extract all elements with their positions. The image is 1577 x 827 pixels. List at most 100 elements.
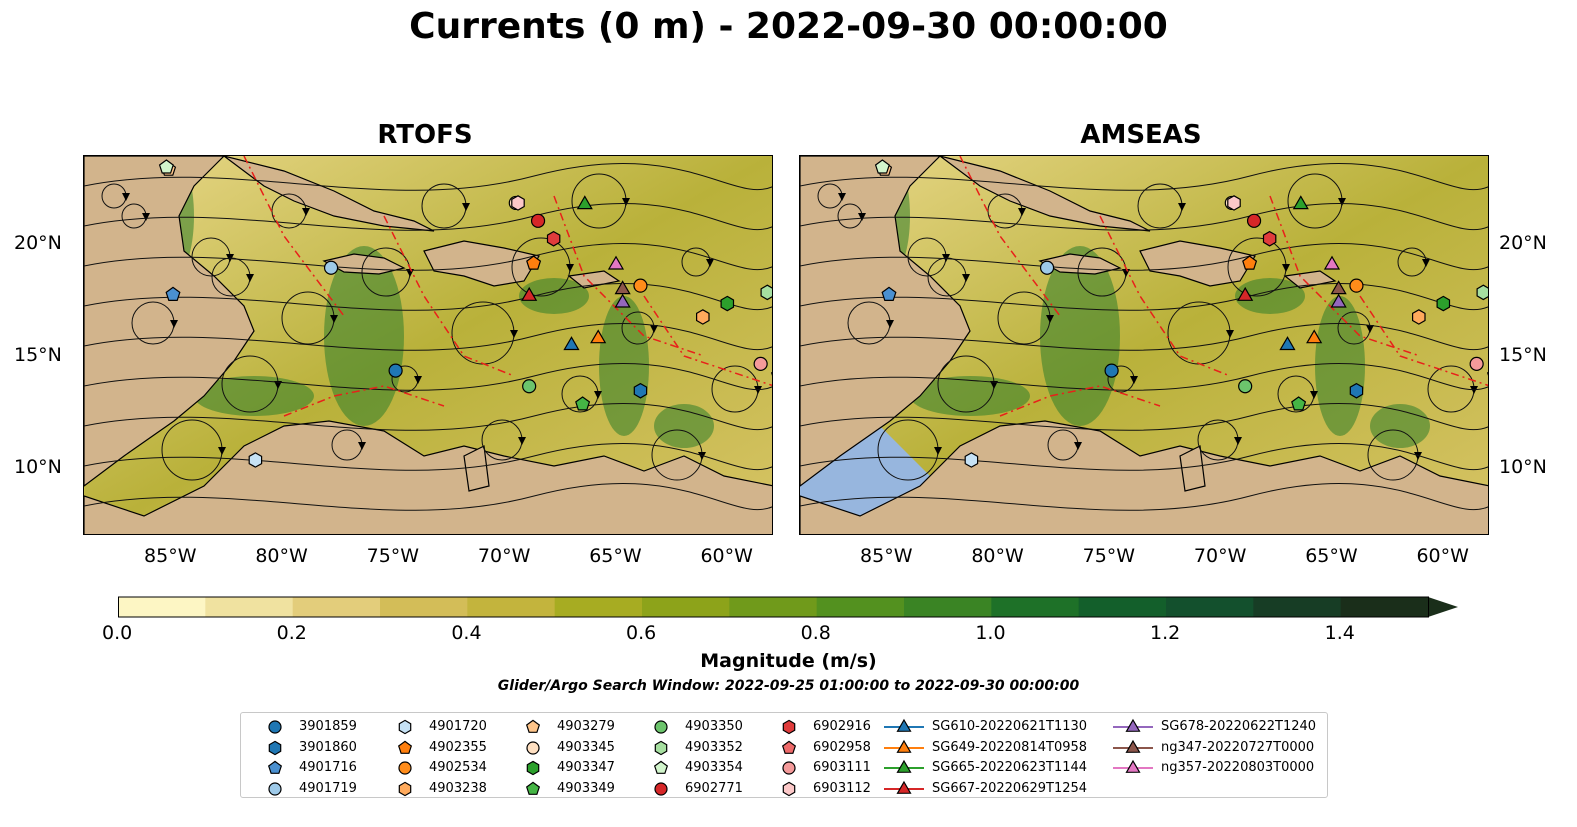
lon-tick-label: 65°W bbox=[589, 545, 642, 567]
legend-label: SG678-20220622T1240 bbox=[1161, 719, 1317, 734]
streamline-arrow bbox=[622, 198, 630, 206]
platform-marker bbox=[1242, 255, 1258, 270]
lat-tick-label-left: 20°N bbox=[14, 232, 62, 255]
streamline bbox=[84, 242, 772, 271]
platform-marker bbox=[1227, 195, 1241, 211]
land-mass bbox=[800, 420, 1488, 534]
platform-marker bbox=[522, 379, 537, 394]
platform-marker bbox=[1436, 295, 1451, 312]
platform-marker bbox=[546, 230, 561, 247]
panel-title-amseas: AMSEAS bbox=[1080, 120, 1202, 150]
streamline-arrow bbox=[934, 447, 942, 455]
lon-tick-label: 85°W bbox=[144, 545, 197, 567]
legend-marker-icon bbox=[268, 720, 282, 734]
legend-label: 4903279 bbox=[557, 719, 615, 734]
legend-label: SG610-20220621T1130 bbox=[932, 719, 1088, 734]
streamline-arrow bbox=[1310, 391, 1318, 399]
platform-marker bbox=[874, 159, 890, 174]
lon-tick-label: 80°W bbox=[255, 545, 308, 567]
legend-label: 6903111 bbox=[813, 760, 871, 775]
platform-marker bbox=[575, 396, 591, 411]
legend-label: 3901859 bbox=[299, 719, 357, 734]
legend-marker-icon bbox=[1113, 759, 1153, 773]
legend-marker-icon bbox=[267, 760, 283, 774]
platform-marker bbox=[158, 159, 174, 174]
streamline bbox=[84, 442, 772, 471]
colorbar-segment bbox=[1253, 597, 1342, 617]
streamline-arrow bbox=[218, 447, 226, 455]
streamline-arrow bbox=[594, 391, 602, 399]
platform-marker bbox=[165, 286, 181, 301]
legend-marker-icon bbox=[1113, 718, 1153, 732]
streamline bbox=[800, 242, 1488, 271]
legend-label: 4903349 bbox=[557, 780, 615, 796]
lon-tick-label: 70°W bbox=[477, 545, 531, 567]
streamline-arrow bbox=[1178, 203, 1186, 211]
colorbar-tick-label: 0.2 bbox=[276, 622, 307, 644]
fast-current-region bbox=[1235, 278, 1305, 314]
streamline-arrow bbox=[886, 320, 894, 328]
legend-marker-icon bbox=[398, 719, 412, 735]
platform-marker bbox=[1330, 280, 1347, 295]
streamline-arrow bbox=[1234, 437, 1242, 445]
platform-marker bbox=[1279, 336, 1296, 351]
legend-marker-icon bbox=[654, 720, 668, 734]
lon-tick-label: 80°W bbox=[971, 545, 1024, 567]
platform-marker bbox=[1330, 293, 1347, 308]
legend-marker-icon bbox=[526, 740, 540, 755]
platform-marker bbox=[521, 286, 538, 301]
platform-marker bbox=[1291, 396, 1307, 411]
land-mass bbox=[223, 156, 435, 232]
platform-marker bbox=[881, 286, 897, 301]
land-mass bbox=[567, 270, 621, 289]
streamline-arrow bbox=[510, 330, 518, 338]
streamline-arrow bbox=[1366, 325, 1374, 333]
streamline-arrow bbox=[274, 381, 282, 389]
streamline-arrow bbox=[1414, 452, 1422, 460]
streamline-arrow bbox=[1130, 376, 1138, 384]
streamline-arrow bbox=[518, 437, 526, 445]
legend-label: 6902771 bbox=[685, 780, 743, 796]
lon-tick-label: 75°W bbox=[366, 545, 420, 567]
platform-marker bbox=[1246, 213, 1262, 228]
land-mass bbox=[1139, 240, 1256, 287]
platform-marker bbox=[1486, 371, 1488, 376]
streamline bbox=[84, 202, 772, 231]
colorbar-segment bbox=[1078, 597, 1167, 617]
streamline-arrow bbox=[302, 208, 310, 216]
legend-marker-icon bbox=[268, 740, 282, 755]
streamline bbox=[84, 322, 772, 351]
land-mass bbox=[939, 156, 1151, 232]
fast-current-region bbox=[599, 296, 649, 436]
platform-marker bbox=[770, 371, 772, 376]
legend-marker-icon bbox=[268, 781, 282, 796]
legend-label: 4903345 bbox=[557, 739, 615, 755]
platform-marker bbox=[753, 356, 768, 371]
fast-current-region bbox=[1040, 246, 1120, 426]
legend-label: 4903350 bbox=[685, 719, 743, 734]
map-panel-amseas[interactable] bbox=[799, 155, 1489, 535]
streamline-arrow bbox=[142, 213, 150, 221]
colorbar-segment bbox=[118, 597, 206, 617]
platform-marker bbox=[1411, 309, 1426, 325]
lat-tick-label-left: 15°N bbox=[14, 344, 62, 367]
legend-label: 3901860 bbox=[299, 739, 357, 755]
streamline-arrow bbox=[246, 274, 254, 282]
figure-title: Currents (0 m) - 2022-09-30 00:00:00 bbox=[409, 6, 1168, 47]
platform-marker bbox=[1262, 230, 1277, 247]
legend-marker-icon bbox=[782, 761, 796, 775]
lon-tick-label: 65°W bbox=[1305, 545, 1358, 567]
streamline-arrow bbox=[1422, 259, 1430, 267]
streamline bbox=[800, 202, 1488, 231]
lon-tick-label: 85°W bbox=[860, 545, 913, 567]
platform-marker bbox=[964, 452, 979, 468]
streamline bbox=[800, 162, 1488, 191]
legend-marker-icon bbox=[781, 740, 797, 754]
streamline-arrow bbox=[566, 264, 574, 272]
streamline bbox=[800, 442, 1488, 471]
colorbar-segment bbox=[380, 597, 468, 617]
colorbar-tick-label: 1.4 bbox=[1324, 622, 1355, 644]
lat-tick-label-right: 15°N bbox=[1499, 344, 1547, 367]
platform-marker bbox=[695, 309, 710, 325]
map-panel-rtofs[interactable] bbox=[83, 155, 773, 535]
